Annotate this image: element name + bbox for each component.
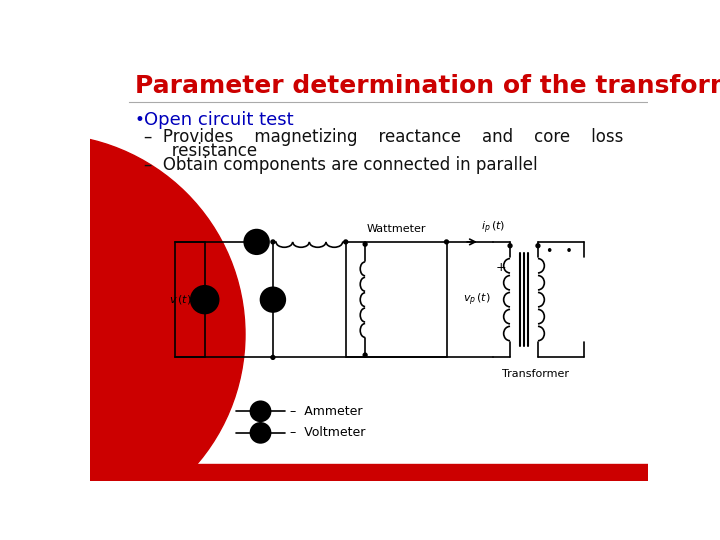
Circle shape xyxy=(271,355,275,359)
Circle shape xyxy=(344,240,348,244)
Text: Transformer: Transformer xyxy=(502,369,569,379)
Text: –: – xyxy=(208,299,214,312)
Circle shape xyxy=(261,287,285,312)
Text: A: A xyxy=(253,235,261,248)
Circle shape xyxy=(363,242,367,246)
Circle shape xyxy=(0,134,245,535)
Circle shape xyxy=(191,286,219,314)
Text: A: A xyxy=(257,406,264,416)
Text: –  Ammeter: – Ammeter xyxy=(290,405,362,418)
Text: +: + xyxy=(495,261,506,274)
Text: resistance: resistance xyxy=(156,142,257,160)
Text: •: • xyxy=(135,111,145,129)
Text: $i_p\,(t)$: $i_p\,(t)$ xyxy=(482,219,505,236)
Circle shape xyxy=(251,401,271,421)
Circle shape xyxy=(251,423,271,443)
Text: $v\,(t)$: $v\,(t)$ xyxy=(169,293,192,306)
Text: Wattmeter: Wattmeter xyxy=(366,224,426,234)
Text: Parameter determination of the transformer: Parameter determination of the transform… xyxy=(135,75,720,98)
Text: Open circuit test: Open circuit test xyxy=(144,111,294,129)
Text: V: V xyxy=(257,428,264,438)
Circle shape xyxy=(444,240,449,244)
Text: ~: ~ xyxy=(199,293,210,307)
Text: •   •: • • xyxy=(546,245,572,258)
Text: –  Provides    magnetizing    reactance    and    core    loss: – Provides magnetizing reactance and cor… xyxy=(144,128,624,146)
Circle shape xyxy=(244,230,269,254)
Text: +: + xyxy=(208,288,216,299)
Circle shape xyxy=(536,244,540,248)
Text: –  Obtain components are connected in parallel: – Obtain components are connected in par… xyxy=(144,156,538,174)
Circle shape xyxy=(363,353,367,357)
Circle shape xyxy=(271,240,275,244)
Text: V: V xyxy=(269,293,277,306)
Bar xyxy=(346,242,446,357)
Circle shape xyxy=(508,244,512,248)
Text: –  Voltmeter: – Voltmeter xyxy=(290,427,365,440)
Text: $v_p\,(t)$: $v_p\,(t)$ xyxy=(463,292,490,308)
Bar xyxy=(90,464,648,481)
